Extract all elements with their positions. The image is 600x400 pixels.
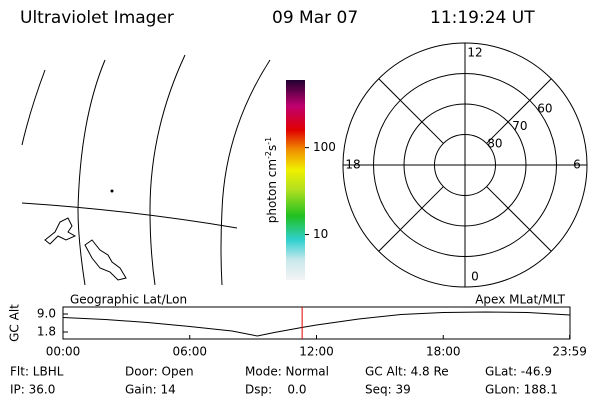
info-field: GLat: -46.9 [485, 365, 552, 379]
colorbar-scale [286, 80, 305, 280]
info-field: Mode: Normal [245, 365, 329, 379]
info-field: GLon: 188.1 [485, 383, 558, 397]
lat-label: 80 [487, 137, 502, 151]
label-part: s [265, 145, 279, 151]
y-label: GC Alt [8, 304, 22, 342]
right-label: Apex MLat/MLT [475, 293, 565, 307]
y-tick-label: 1.8 [37, 325, 56, 339]
label-part: -2 [264, 151, 273, 159]
mlt-label: 18 [345, 158, 360, 172]
axis [486, 186, 552, 252]
y-tick-label: 9.0 [37, 307, 56, 321]
info-field: Seq: 39 [365, 383, 411, 397]
axis [378, 78, 444, 144]
info-field: IP: 36.0 [10, 383, 55, 397]
x-tick-label: 23:59 [552, 345, 587, 359]
left-label: Geographic Lat/Lon [70, 293, 187, 307]
title: Ultraviolet Imager [20, 8, 174, 28]
tick-label: 10 [313, 227, 328, 241]
info-field: GC Alt: 4.8 Re [365, 365, 449, 379]
tick-label: 100 [313, 140, 336, 154]
axis [378, 186, 444, 252]
info-field: Dsp: 0.0 [245, 383, 307, 397]
info-field: Gain: 14 [125, 383, 176, 397]
x-tick-label: 18:00 [426, 345, 461, 359]
mlt-label: 6 [573, 158, 581, 172]
info-panel: Flt: LBHL Door: Open Mode: Normal GC Alt: 4… [10, 365, 558, 397]
time: 11:19:24 UT [430, 8, 535, 28]
x-tick-label: 06:00 [172, 345, 207, 359]
x-tick-label: 12:00 [299, 345, 334, 359]
lat-label: 70 [512, 119, 527, 133]
altitude-line [62, 311, 571, 337]
info-field: Door: Open [125, 365, 194, 379]
colorbar-label: photon cm-2s-1 [264, 137, 279, 224]
label-part: -1 [264, 137, 273, 145]
map [21, 54, 271, 286]
mlt-label: 12 [467, 46, 482, 60]
info-field: Flt: LBHL [10, 365, 64, 379]
axis [486, 78, 552, 144]
date: 09 Mar 07 [272, 8, 358, 28]
mlt-label: 0 [471, 270, 479, 284]
colorbar: photon cm-2s-1 10 100 [264, 80, 336, 280]
altitude-plot: GC Alt Geographic Lat/Lon Apex MLat/MLT … [8, 293, 587, 359]
label-part: photon cm [265, 159, 279, 223]
lat-label: 60 [537, 102, 552, 116]
x-tick-label: 00:00 [46, 345, 81, 359]
